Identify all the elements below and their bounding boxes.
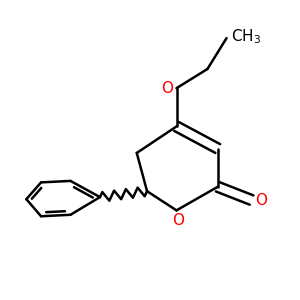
Text: O: O	[255, 193, 267, 208]
Text: O: O	[172, 213, 184, 228]
Text: O: O	[161, 81, 173, 96]
Text: CH$_3$: CH$_3$	[231, 27, 261, 46]
